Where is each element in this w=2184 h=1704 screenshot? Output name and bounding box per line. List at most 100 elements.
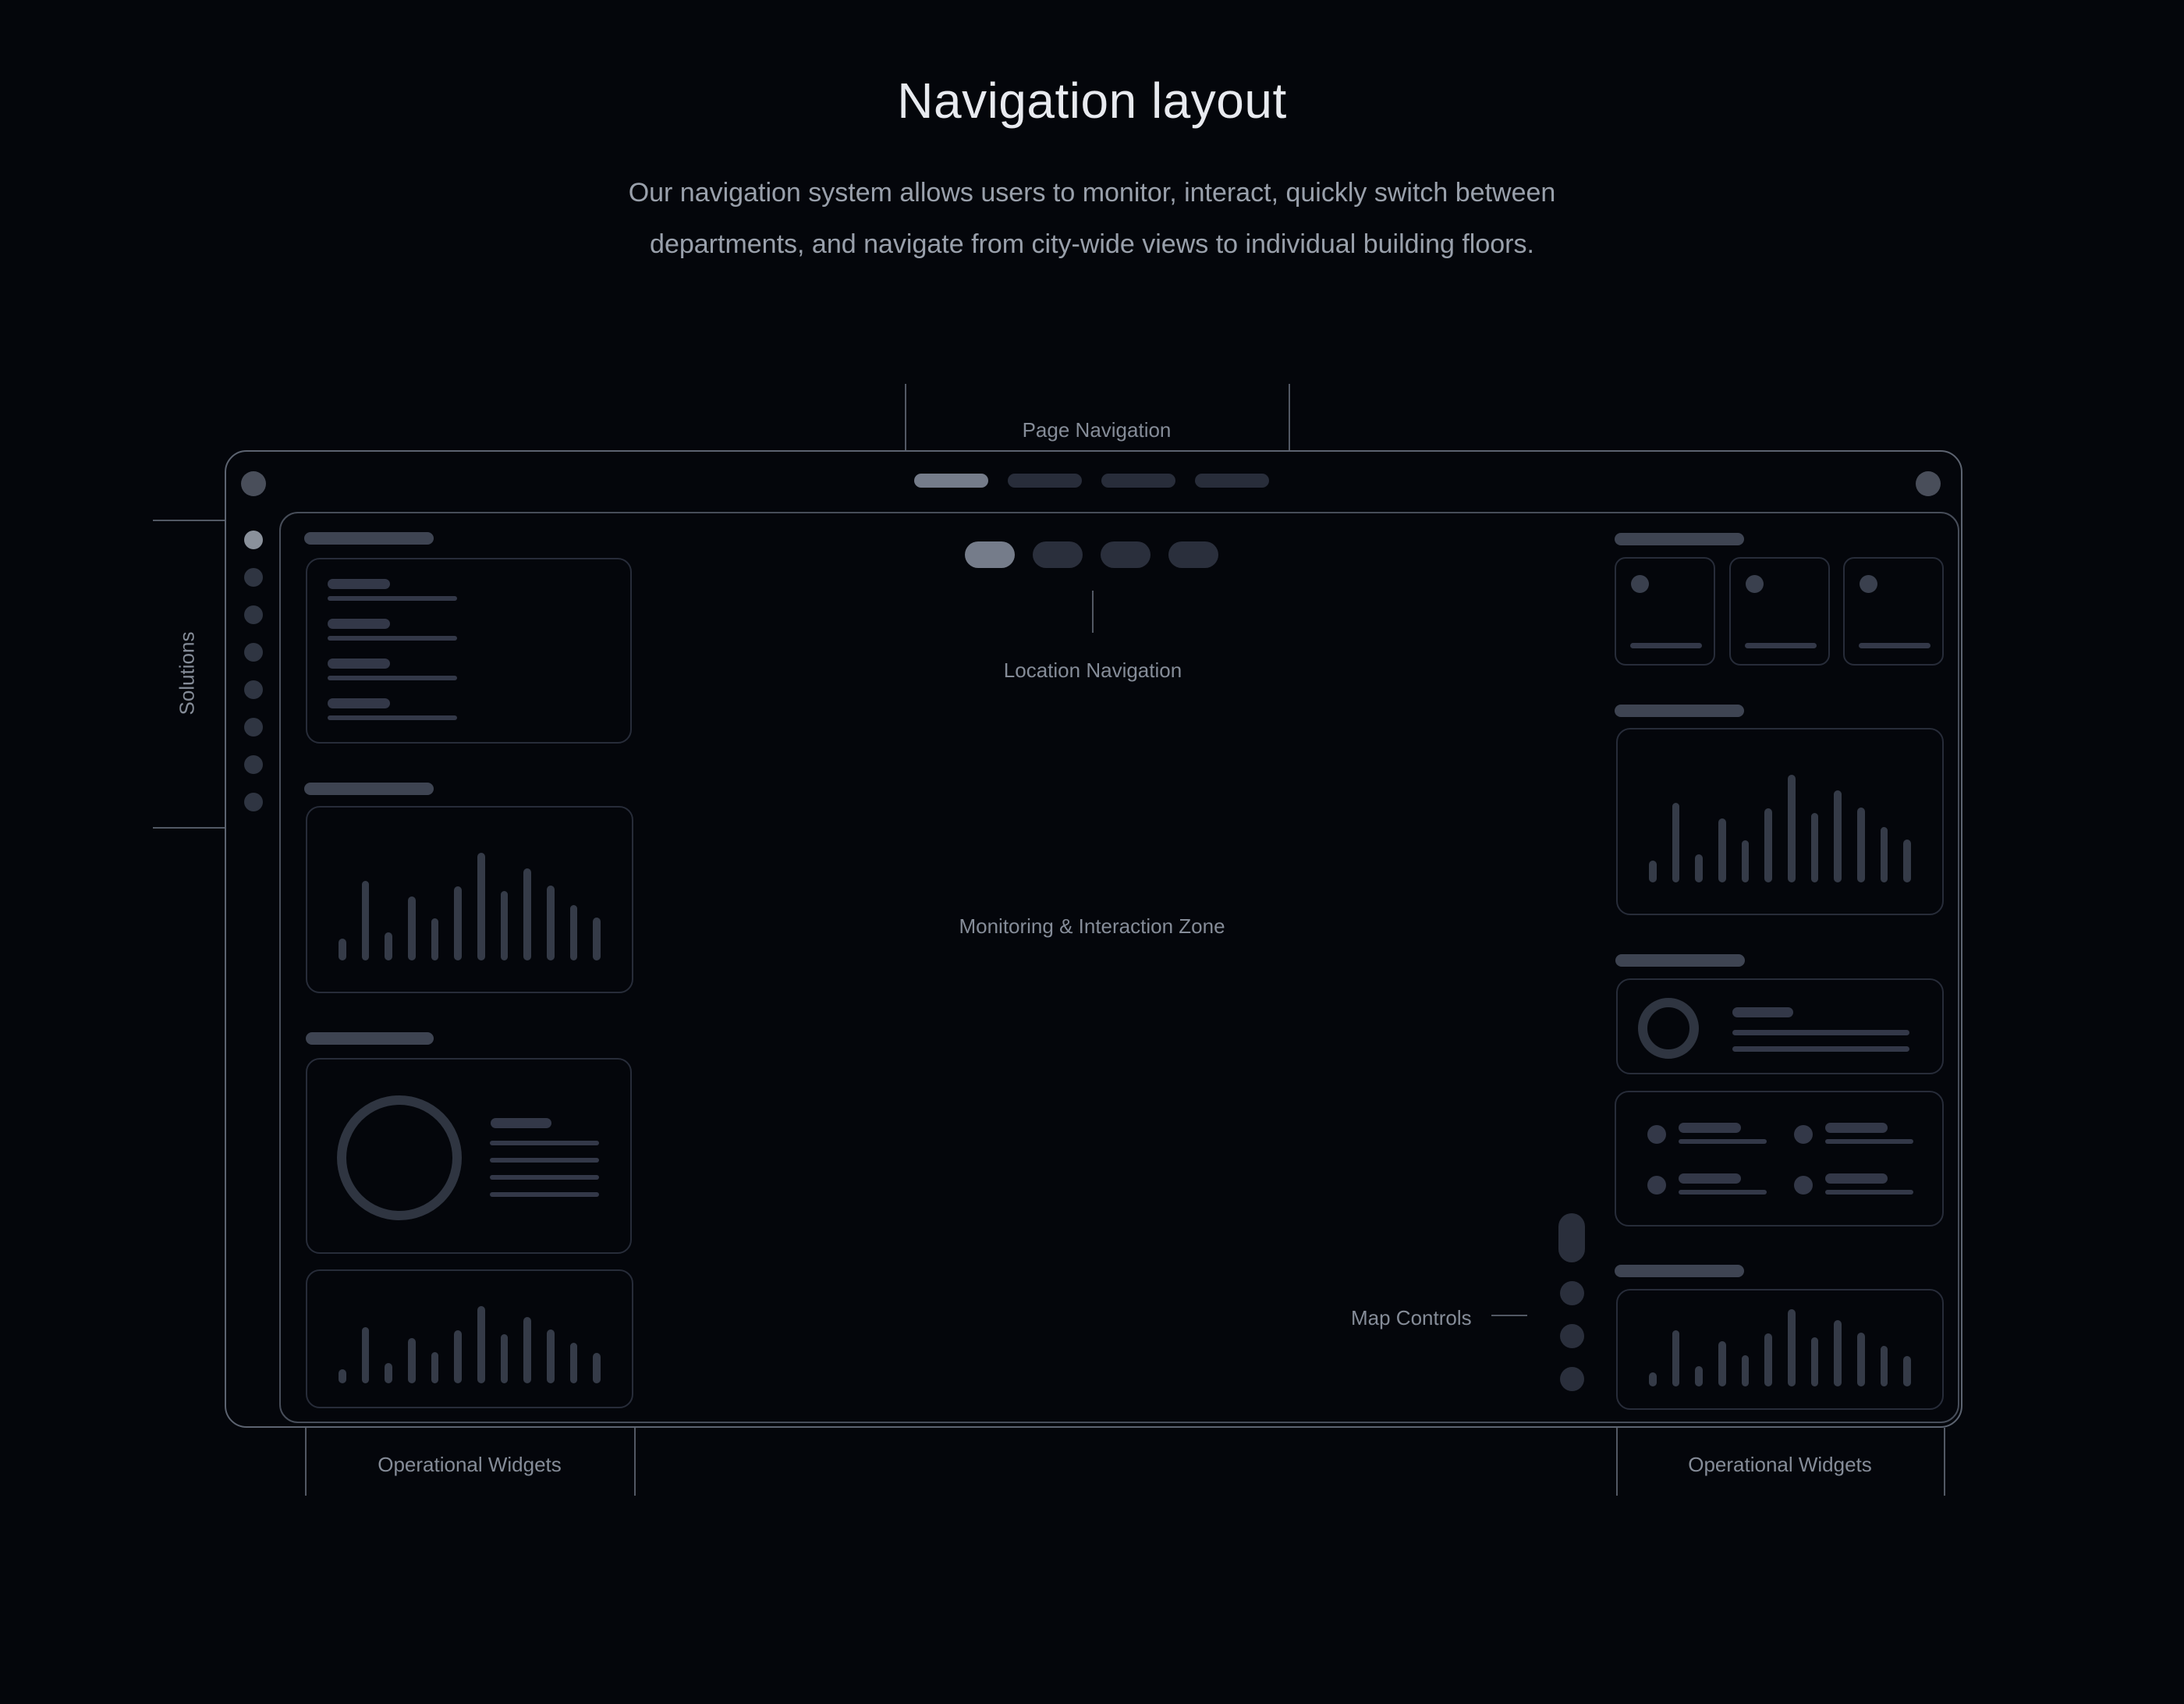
chart-bar: [1718, 1341, 1726, 1386]
right-bar-chart-card[interactable]: [1616, 728, 1944, 915]
chart-bar: [1649, 861, 1657, 882]
map-control-dot-icon[interactable]: [1560, 1324, 1584, 1348]
monitoring-zone-label: Monitoring & Interaction Zone: [959, 914, 1225, 938]
chart-bar: [361, 881, 370, 960]
solutions-bracket-top: [153, 520, 225, 521]
op-widgets-left-bracket-l: [305, 1428, 307, 1496]
right-mini-card-2[interactable]: [1729, 557, 1830, 666]
right-section-label-pill-2: [1615, 705, 1744, 717]
bar-chart: [1649, 1309, 1912, 1386]
op-widgets-right-bracket-l: [1616, 1428, 1618, 1496]
text-line: [490, 1141, 599, 1145]
sidebar-dot-icon[interactable]: [244, 755, 263, 774]
map-control-dot-icon[interactable]: [1560, 1367, 1584, 1391]
bar-chart: [339, 853, 601, 960]
map-controls-label: Map Controls: [1351, 1306, 1472, 1329]
chart-bar: [1741, 1355, 1750, 1386]
text-line: [490, 1175, 599, 1180]
chart-bar: [1741, 840, 1750, 882]
op-widgets-left-bracket-r: [634, 1428, 636, 1496]
chart-bar: [1880, 1346, 1888, 1386]
bar-chart: [339, 1306, 601, 1383]
chart-bar: [339, 1369, 346, 1383]
right-mini-card-3[interactable]: [1843, 557, 1944, 666]
text-line: [1679, 1190, 1767, 1195]
right-mini-card-1[interactable]: [1615, 557, 1715, 666]
right-donut-card[interactable]: [1616, 978, 1944, 1074]
operational-widgets-left-label: Operational Widgets: [378, 1453, 562, 1476]
text-pill: [1825, 1173, 1888, 1184]
text-line: [490, 1192, 599, 1197]
left-bottom-bar-chart-card[interactable]: [306, 1269, 633, 1408]
chart-bar: [523, 868, 532, 960]
sidebar-dot-icon[interactable]: [244, 680, 263, 699]
text-line: [1630, 643, 1702, 648]
chart-bar: [408, 896, 416, 960]
sidebar-dot-icon[interactable]: [244, 793, 263, 811]
left-bar-chart-card[interactable]: [306, 806, 633, 993]
map-controls: [1558, 1213, 1585, 1262]
top-nav-pill[interactable]: [914, 474, 988, 488]
chart-bar: [1857, 1333, 1865, 1386]
chart-bar: [547, 886, 555, 960]
sidebar-dot-icon[interactable]: [244, 605, 263, 624]
chart-bar: [385, 1363, 393, 1383]
sidebar-dot-icon[interactable]: [244, 643, 263, 662]
text-pill: [491, 1118, 551, 1128]
location-nav-pills: [965, 541, 1218, 568]
right-bullet-list-card[interactable]: [1615, 1091, 1944, 1227]
chart-bar: [431, 918, 439, 960]
chart-bar: [1788, 1309, 1796, 1386]
chart-bar: [385, 932, 393, 960]
location-pill[interactable]: [965, 541, 1015, 568]
window-logo-circle[interactable]: [241, 471, 266, 496]
right-bottom-bar-chart-card[interactable]: [1616, 1289, 1944, 1410]
sidebar-dot-icon[interactable]: [244, 568, 263, 587]
location-pill[interactable]: [1101, 541, 1150, 568]
subtitle-line-1: Our navigation system allows users to mo…: [628, 178, 1556, 208]
chart-bar: [339, 939, 346, 960]
sidebar-dot-icon[interactable]: [244, 718, 263, 737]
window-avatar-circle[interactable]: [1916, 471, 1941, 496]
chart-bar: [477, 853, 485, 960]
chart-bar: [431, 1352, 439, 1383]
left-section-label-pill-3: [306, 1032, 434, 1045]
chart-bar: [1810, 1337, 1819, 1386]
left-donut-card[interactable]: [306, 1058, 632, 1254]
top-nav-pill[interactable]: [1195, 474, 1269, 488]
location-pill[interactable]: [1168, 541, 1218, 568]
chart-bar: [1695, 854, 1704, 882]
location-navigation-label: Location Navigation: [1003, 659, 1182, 682]
left-text-card[interactable]: [306, 558, 632, 744]
chart-bar: [408, 1338, 416, 1383]
chart-bar: [500, 1334, 509, 1383]
chart-bar: [1764, 1333, 1773, 1386]
text-line: [1825, 1190, 1913, 1195]
solutions-bracket-bottom: [153, 827, 225, 829]
chart-bar: [1764, 808, 1773, 882]
text-line: [1732, 1046, 1909, 1052]
chart-bar: [477, 1306, 485, 1383]
sidebar-rail: [244, 531, 263, 811]
map-zoom-pill[interactable]: [1558, 1213, 1585, 1262]
map-control-dot-icon[interactable]: [1560, 1281, 1584, 1305]
sidebar-dot-icon[interactable]: [244, 531, 263, 549]
bullet-dot-icon: [1794, 1176, 1813, 1195]
chart-bar: [1834, 1320, 1842, 1386]
right-section-label-pill-1: [1615, 533, 1744, 545]
top-nav-pill[interactable]: [1008, 474, 1082, 488]
text-line: [1745, 643, 1817, 648]
text-pill: [1679, 1123, 1741, 1133]
text-line: [1679, 1139, 1767, 1144]
donut-chart-icon: [337, 1095, 462, 1220]
chart-bar: [569, 905, 578, 960]
page-navigation-bracket-right: [1289, 384, 1290, 450]
chart-bar: [454, 1330, 463, 1383]
chart-bar: [1788, 775, 1796, 882]
chart-bar: [1810, 813, 1819, 882]
location-pill[interactable]: [1033, 541, 1083, 568]
top-nav-pill[interactable]: [1101, 474, 1175, 488]
app-window-frame: [225, 450, 1962, 1428]
chart-bar: [593, 1353, 601, 1383]
